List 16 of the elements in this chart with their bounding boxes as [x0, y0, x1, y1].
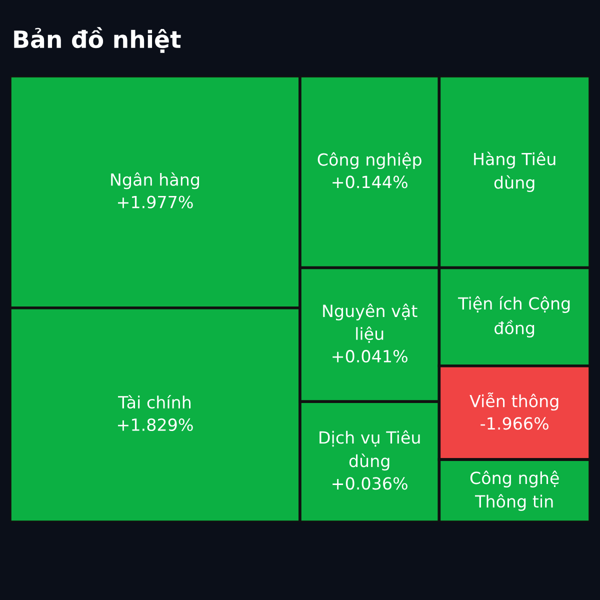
- text: Bản đồ nhiệt: [14, 27, 181, 53]
- data-label: +0.041%: [332, 350, 408, 362]
- data-label: -1.966%: [480, 417, 548, 430]
- category-label: Hàng Tiêu dùng: [474, 152, 556, 192]
- data-label: +0.036%: [332, 477, 408, 490]
- category-label: Nguyên vật liệu: [323, 304, 418, 343]
- data-label: +1.829%: [118, 418, 193, 432]
- category-label: Dịch vụ Tiêu dùng: [320, 430, 420, 470]
- data-label: +0.144%: [332, 176, 408, 188]
- data-label: +1.977%: [118, 196, 193, 208]
- category-label: Tài chính: [118, 394, 191, 409]
- category-label: Tiện ích Cộng đồng: [458, 296, 570, 338]
- category-label: Viễn thông: [470, 392, 558, 411]
- category-label: Ngân hàng: [111, 172, 200, 190]
- category-label: Công nghệ Thông tin: [470, 470, 559, 511]
- category-label: Công nghiệp: [318, 152, 422, 170]
